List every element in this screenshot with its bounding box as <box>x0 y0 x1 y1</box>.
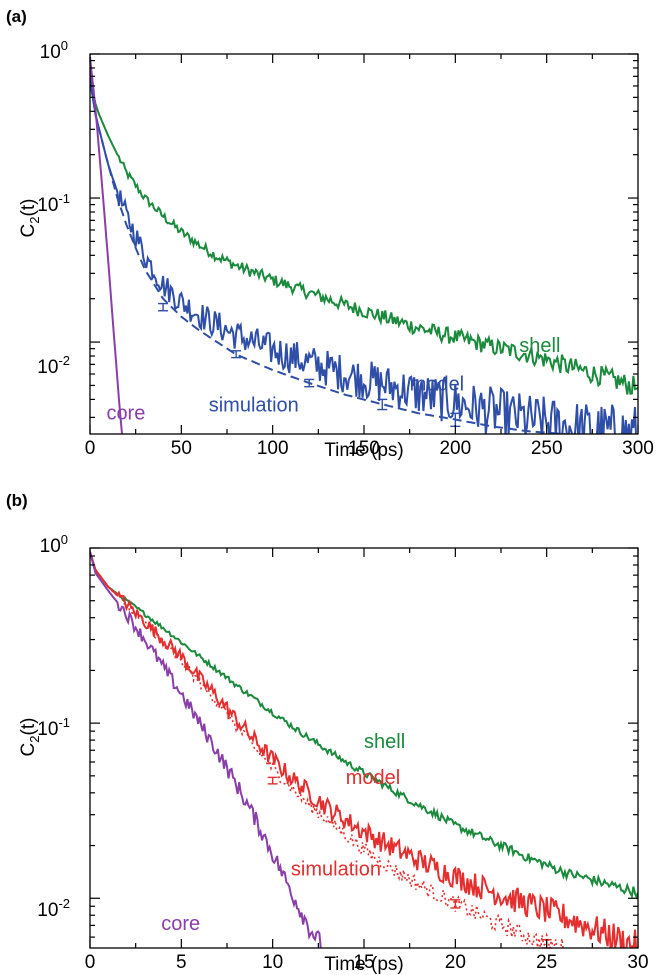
y-tick-label: 100 <box>40 38 68 63</box>
error-bar <box>158 302 169 312</box>
x-tick-label: 50 <box>171 438 192 459</box>
x-tick-label: 150 <box>348 438 380 459</box>
y-axis-title: C2(t) <box>18 718 42 757</box>
series-line-model <box>90 57 565 434</box>
panel-label-a: (a) <box>6 7 27 26</box>
error-bar <box>231 350 242 359</box>
y-tick-label: 100 <box>40 532 68 557</box>
y-tick-label: 10-2 <box>37 896 70 921</box>
x-tick-label: 100 <box>257 438 289 459</box>
x-tick-label: 30 <box>627 952 648 973</box>
series-label-model: model <box>346 767 400 789</box>
series-line-shell <box>90 551 638 900</box>
x-tick-label: 5 <box>176 952 187 973</box>
error-bar <box>267 776 278 785</box>
series-line-shell <box>90 57 638 395</box>
plot-area-a: shell simulation model core 0 50 100 150 200 250 3… <box>85 53 654 459</box>
x-tick-label: 25 <box>536 952 557 973</box>
x-tick-label: 0 <box>85 952 96 973</box>
series-line-simulation <box>90 551 638 948</box>
panel-label-b: (b) <box>6 491 28 510</box>
series-label-shell: shell <box>364 731 405 753</box>
plot-area-b: shell simulation model core 0 5 10 15 20 25 30 <box>85 547 649 973</box>
x-tick-label: 0 <box>85 438 96 459</box>
series-label-model: model <box>410 374 464 396</box>
series-label-shell: shell <box>519 335 560 357</box>
panel-a: (a) 100 10-1 10-2 C2(t) Time (ps) shells… <box>6 7 654 461</box>
error-bar <box>450 899 461 909</box>
x-axis-title: Time (ps) <box>324 440 404 461</box>
error-bar <box>377 398 388 411</box>
x-tick-label: 250 <box>531 438 563 459</box>
y-tick-label: 10-2 <box>37 353 70 378</box>
series-label-simulation: simulation <box>291 858 381 880</box>
y-tick-label: 10-1 <box>37 715 70 740</box>
x-tick-label: 20 <box>445 952 466 973</box>
x-axis-title: Time (ps) <box>324 954 404 975</box>
error-bar <box>304 378 315 388</box>
x-tick-label: 200 <box>439 438 471 459</box>
x-tick-label: 10 <box>262 952 283 973</box>
series-label-simulation: simulation <box>209 394 299 416</box>
y-tick-label: 10-1 <box>37 191 70 216</box>
x-tick-label: 300 <box>622 438 654 459</box>
plot-frame <box>89 53 639 435</box>
series-line-simulation <box>90 57 638 434</box>
y-axis-title: C2(t) <box>18 199 42 238</box>
series-label-core: core <box>161 913 200 935</box>
series-line-core <box>90 551 324 948</box>
series-label-core: core <box>106 403 145 425</box>
series-line-core <box>90 57 123 434</box>
x-tick-label: 15 <box>353 952 374 973</box>
panel-b: (b) 100 10-1 10-2 C2(t) Time (ps) shells… <box>6 491 649 975</box>
